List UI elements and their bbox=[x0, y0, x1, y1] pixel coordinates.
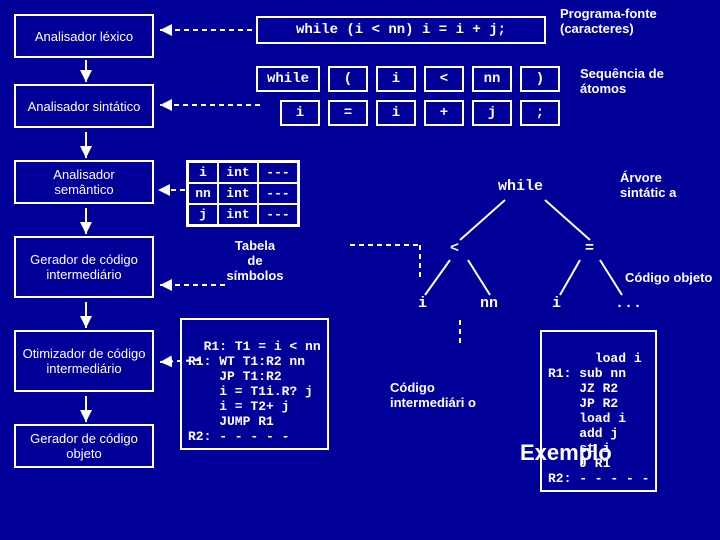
phase-lexical-label: Analisador léxico bbox=[35, 29, 133, 44]
tok-i3: i bbox=[376, 100, 416, 126]
phase-optimizer: Otimizador de código intermediário bbox=[14, 330, 154, 392]
object-code: load i R1: sub nn JZ R2 JP R2 load i add… bbox=[540, 330, 657, 492]
symbol-table: i int --- nn int --- j int --- bbox=[186, 160, 300, 227]
label-source: Programa-fonte (caracteres) bbox=[560, 6, 710, 36]
tree-i2: i bbox=[552, 295, 561, 312]
phase-syntax-label: Analisador sintático bbox=[28, 99, 141, 114]
tree-root: while bbox=[498, 178, 543, 195]
tok-i2: i bbox=[280, 100, 320, 126]
tree-dots: ... bbox=[615, 295, 642, 312]
intermediate-code-text: R1: T1 = i < nn R1: WT T1:R2 nn JP T1:R2… bbox=[188, 339, 321, 444]
table-row: i int --- bbox=[188, 162, 298, 183]
label-tree: Árvore sintátic a bbox=[620, 170, 710, 200]
phase-optimizer-label: Otimizador de código intermediário bbox=[22, 346, 146, 376]
phase-lexical: Analisador léxico bbox=[14, 14, 154, 58]
tree-nn: nn bbox=[480, 295, 498, 312]
label-tokens: Sequência de átomos bbox=[580, 66, 710, 96]
source-line-box: while (i < nn) i = i + j; bbox=[256, 16, 546, 44]
tok-j: j bbox=[472, 100, 512, 126]
tok-lparen: ( bbox=[328, 66, 368, 92]
tree-i1: i bbox=[418, 295, 427, 312]
tok-rparen: ) bbox=[520, 66, 560, 92]
table-row: nn int --- bbox=[188, 183, 298, 204]
label-example: Exemplo bbox=[520, 440, 612, 466]
source-line-text: while (i < nn) i = i + j; bbox=[296, 22, 506, 38]
label-object: Código objeto bbox=[625, 270, 715, 285]
tok-nn: nn bbox=[472, 66, 512, 92]
label-intermediate: Código intermediári o bbox=[390, 380, 510, 410]
phase-objgen-label: Gerador de código objeto bbox=[22, 431, 146, 461]
tree-lt: < bbox=[450, 240, 459, 257]
tok-semi: ; bbox=[520, 100, 560, 126]
tree-eq: = bbox=[585, 240, 594, 257]
tok-plus: + bbox=[424, 100, 464, 126]
phase-intermediate-gen: Gerador de código intermediário bbox=[14, 236, 154, 298]
tok-eq: = bbox=[328, 100, 368, 126]
phase-semantic: Analisador semântico bbox=[14, 160, 154, 204]
table-row: j int --- bbox=[188, 204, 298, 225]
tok-while: while bbox=[256, 66, 320, 92]
tok-lt: < bbox=[424, 66, 464, 92]
phase-semantic-label: Analisador semântico bbox=[22, 167, 146, 197]
intermediate-code: R1: T1 = i < nn R1: WT T1:R2 nn JP T1:R2… bbox=[180, 318, 329, 450]
label-symtab: Tabela de símbolos bbox=[210, 238, 300, 283]
phase-intgen-label: Gerador de código intermediário bbox=[22, 252, 146, 282]
phase-syntax: Analisador sintático bbox=[14, 84, 154, 128]
tok-i1: i bbox=[376, 66, 416, 92]
phase-objcode-gen: Gerador de código objeto bbox=[14, 424, 154, 468]
